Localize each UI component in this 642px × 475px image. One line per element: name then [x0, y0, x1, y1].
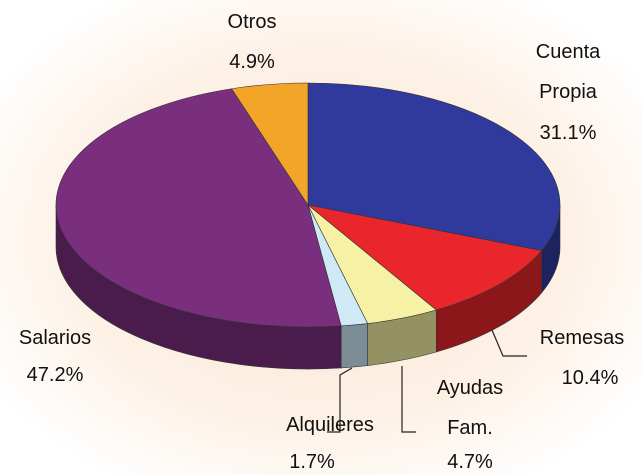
- leader-line: [327, 367, 353, 433]
- slice-side: [340, 323, 368, 369]
- value-label: 47.2%: [26, 364, 84, 386]
- value-label: 4.7%: [447, 451, 493, 473]
- value-label: 31.1%: [539, 122, 597, 144]
- slice-label: Ayudas Fam.: [436, 377, 504, 439]
- value-label: 1.7%: [289, 451, 335, 473]
- value-label: 10.4%: [561, 367, 619, 389]
- slice-label: Salarios: [18, 327, 92, 349]
- leader-line: [491, 329, 527, 357]
- slice-label: Remesas: [539, 327, 625, 349]
- slice: [55, 88, 342, 328]
- slice: [307, 82, 561, 251]
- slice-label: Cuenta Propia: [535, 41, 601, 103]
- leader-line: [401, 366, 416, 433]
- slice: [307, 204, 543, 311]
- slice: [231, 82, 309, 207]
- value-label: 4.9%: [229, 51, 275, 73]
- slice-label: Otros: [227, 11, 277, 33]
- slice-label: Alquileres: [286, 414, 374, 436]
